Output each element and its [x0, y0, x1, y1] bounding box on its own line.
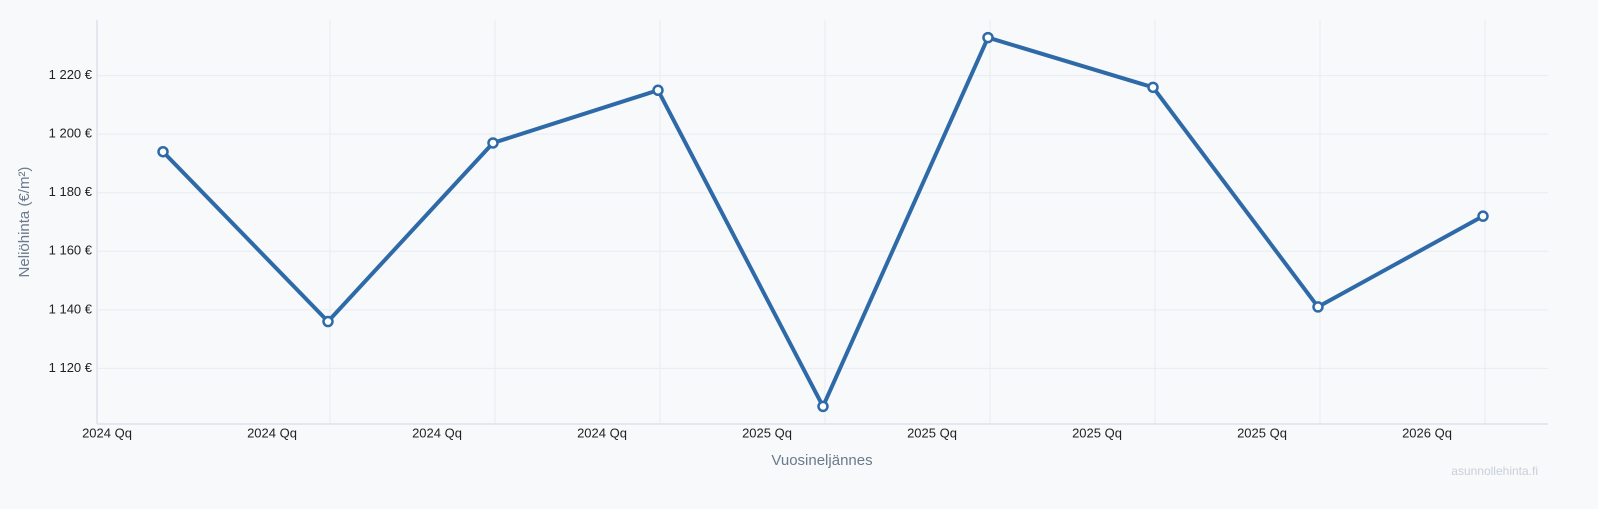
- point: [817, 400, 829, 413]
- point: [322, 315, 334, 328]
- x-tick-label: 2025 Qq: [1237, 425, 1287, 440]
- x-tick-label: 2025 Qq: [1072, 425, 1122, 440]
- point: [157, 145, 169, 158]
- y-tick-label: 1 200 €: [49, 126, 93, 141]
- x-tick-label: 2025 Qq: [742, 425, 792, 440]
- point: [487, 137, 499, 149]
- x-tick-label: 2024 Qq: [412, 425, 462, 440]
- y-tick-label: 1 180 €: [49, 184, 93, 199]
- x-tick-label: 2026 Qq: [1402, 425, 1452, 440]
- y-tick-label: 1 140 €: [49, 301, 93, 316]
- point: [1477, 210, 1489, 222]
- point: [1147, 81, 1159, 94]
- point: [652, 84, 664, 97]
- x-tick-label: 2025 Qq: [907, 425, 957, 440]
- line: [161, 35, 1484, 409]
- watermark: asunnollehinta.fi: [1451, 464, 1538, 478]
- point: [982, 31, 994, 44]
- point: [1312, 301, 1324, 313]
- y-tick-label: 1 120 €: [49, 360, 93, 375]
- y-tick-label: 1 160 €: [49, 243, 93, 258]
- x-tick-label: 2024 Qq: [577, 425, 627, 440]
- x-tick-label: 2024 Qq: [82, 425, 132, 440]
- x-tick-label: 2024 Qq: [247, 425, 297, 440]
- y-axis-title: Neliöhinta (€/m²): [16, 167, 33, 278]
- y-tick-label: 1 220 €: [49, 67, 93, 82]
- x-axis-title: Vuosineljännes: [771, 452, 872, 469]
